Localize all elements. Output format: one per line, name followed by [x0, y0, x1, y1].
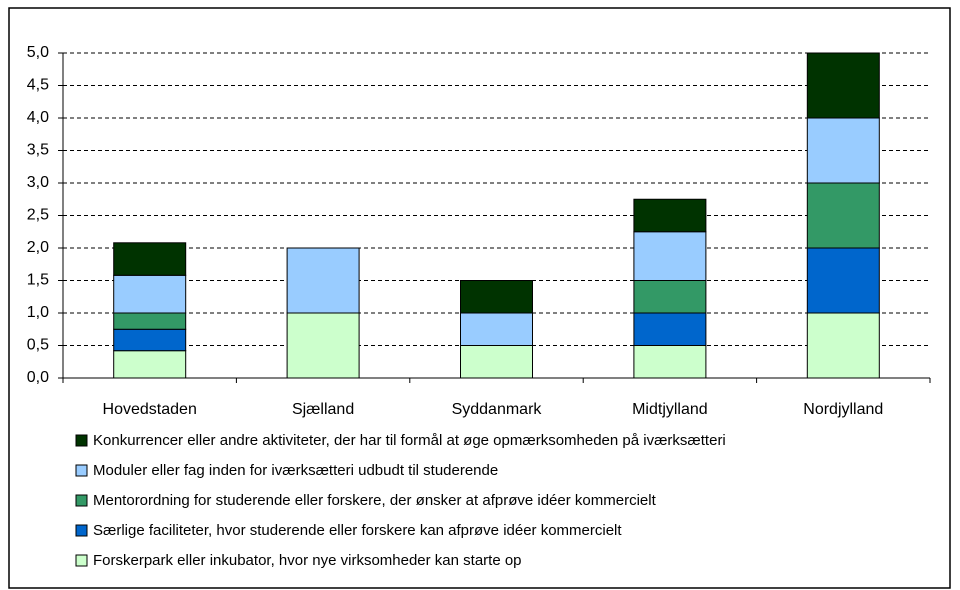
legend-swatch [75, 434, 88, 447]
y-tick-label: 4,5 [27, 77, 49, 94]
legend-label: Moduler eller fag inden for iværksætteri… [93, 462, 498, 479]
bar-segment [460, 345, 533, 379]
x-tick-label: Syddanmark [452, 401, 543, 418]
bar-segment [633, 345, 707, 379]
bar-segment [286, 247, 360, 314]
legend-swatch [75, 464, 88, 477]
y-tick-label: 0,5 [27, 337, 49, 354]
legend-label: Konkurrencer eller andre aktiviteter, de… [93, 432, 726, 449]
y-tick-label: 1,0 [27, 304, 49, 321]
y-tick-label: 2,5 [27, 207, 49, 224]
bar-segment [286, 312, 360, 379]
y-tick-label: 3,0 [27, 174, 49, 191]
bar-segment [113, 328, 187, 352]
legend-swatch [75, 554, 88, 567]
legend-swatch [75, 494, 88, 507]
bar-segment [113, 350, 187, 379]
bar-segment [113, 274, 187, 314]
x-tick-label: Sjælland [292, 401, 354, 418]
x-tick-label: Midtjylland [632, 401, 708, 418]
bar-segment [113, 242, 187, 276]
bar-segment [460, 280, 533, 314]
bar-segment [806, 117, 880, 184]
y-tick-label: 0,0 [27, 369, 49, 386]
x-tick-label: Nordjylland [803, 401, 883, 418]
bar-segment [460, 312, 533, 346]
bar-segment [633, 198, 707, 233]
bar-segment [633, 312, 707, 346]
x-tick-label: Hovedstaden [103, 401, 197, 418]
bar-segment [806, 182, 880, 249]
legend-label: Mentorordning for studerende eller forsk… [93, 492, 657, 509]
y-tick-label: 5,0 [27, 44, 49, 61]
legend-label: Forskerpark eller inkubator, hvor nye vi… [93, 552, 522, 569]
legend-swatch [75, 524, 88, 537]
bar-segment [806, 312, 880, 379]
bar-segment [806, 247, 880, 314]
y-tick-label: 1,5 [27, 272, 49, 289]
y-tick-label: 4,0 [27, 109, 49, 126]
bar-segment [806, 52, 880, 119]
bar-segment [633, 280, 707, 314]
bar-segment [633, 231, 707, 281]
y-tick-label: 3,5 [27, 142, 49, 159]
bar-segment [113, 312, 187, 330]
legend-label: Særlige faciliteter, hvor studerende ell… [93, 522, 622, 539]
y-tick-label: 2,0 [27, 239, 49, 256]
